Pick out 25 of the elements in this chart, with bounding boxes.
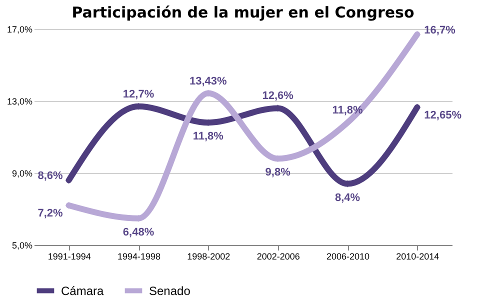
data-label: 6,48% xyxy=(122,226,154,238)
x-tick-label: 1998-2002 xyxy=(187,252,230,262)
data-label: 11,8% xyxy=(332,104,364,117)
data-label: 7,2% xyxy=(38,207,64,220)
data-label: 8,6% xyxy=(38,170,64,182)
legend-label: Senado xyxy=(149,284,191,298)
x-tick-label: 2006-2010 xyxy=(326,252,370,262)
data-label: 13,43% xyxy=(190,75,228,88)
legend-label: Cámara xyxy=(61,284,104,298)
y-tick-label: 13,0% xyxy=(6,96,32,106)
data-label: 12,65% xyxy=(424,109,462,122)
data-label: 8,4% xyxy=(334,192,360,204)
data-label: 16,7% xyxy=(424,24,456,36)
x-tick-label: 2010-2014 xyxy=(396,252,440,262)
chart-title: Participación de la mujer en el Congreso xyxy=(72,3,414,22)
data-label: 9,8% xyxy=(265,166,291,179)
data-label: 12,6% xyxy=(262,90,294,102)
y-tick-label: 9,0% xyxy=(12,168,32,178)
x-tick-label: 1994-1998 xyxy=(117,252,161,262)
y-tick-label: 5,0% xyxy=(12,240,32,250)
y-tick-label: 17,0% xyxy=(6,24,32,34)
data-label: 12,7% xyxy=(122,88,154,100)
data-label: 11,8% xyxy=(192,130,224,143)
x-tick-label: 2002-2006 xyxy=(256,252,300,262)
x-tick-label: 1991-1994 xyxy=(48,252,91,262)
